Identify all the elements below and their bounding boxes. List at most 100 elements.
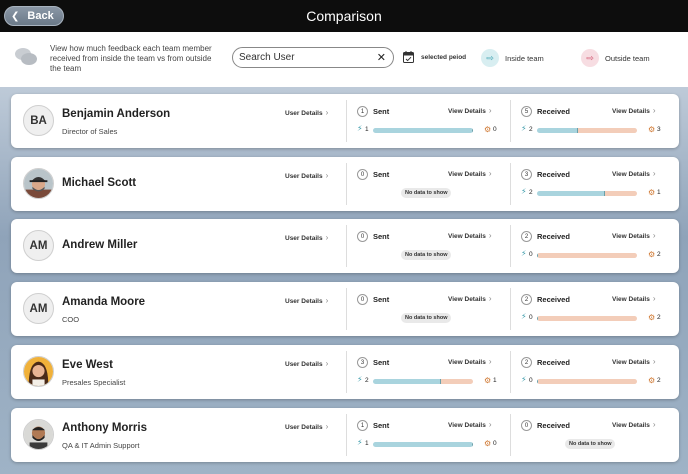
received-view-details-link[interactable]: View Details › [612, 294, 656, 303]
gear-icon: ⚙ [484, 376, 492, 385]
sent-view-details-link[interactable]: View Details › [448, 357, 492, 366]
sent-view-details-link[interactable]: View Details › [448, 294, 492, 303]
chevron-right-icon: › [652, 294, 656, 303]
gear-icon: ⚙ [484, 125, 492, 134]
outside-fill [578, 128, 637, 133]
sent-view-details-link[interactable]: View Details › [448, 169, 492, 178]
bar-marker [472, 442, 473, 447]
user-details-link[interactable]: User Details › [285, 108, 328, 117]
outside-team-label[interactable]: Outside team [605, 54, 650, 63]
user-details-link[interactable]: User Details › [285, 171, 328, 180]
avatar: BA [23, 105, 54, 136]
avatar [23, 419, 54, 450]
back-label: Back [27, 10, 54, 22]
sent-view-details-link[interactable]: View Details › [448, 420, 492, 429]
chevron-right-icon: › [325, 108, 329, 117]
inside-fill [373, 379, 440, 384]
top-bar: ❮ Back Comparison [0, 0, 688, 32]
user-details-link[interactable]: User Details › [285, 359, 328, 368]
sent-inside-count: 1 [365, 440, 369, 447]
avatar [23, 168, 54, 199]
person-card: Michael Scott User Details › 0 Sent View Deta… [11, 157, 679, 211]
feedback-description: View how much feedback each team member … [50, 44, 212, 73]
person-role: QA & IT Admin Support [62, 441, 140, 450]
clear-search-icon[interactable]: ✕ [376, 52, 386, 64]
chevron-right-icon: › [652, 106, 656, 115]
outside-fill [538, 253, 637, 258]
person-name: Eve West [62, 359, 113, 371]
sent-count-badge: 3 [357, 357, 368, 368]
sent-inside-outside-bar [373, 379, 473, 384]
period-label[interactable]: selected peiod [421, 54, 467, 61]
divider [510, 414, 511, 456]
outside-team-icon[interactable]: ⇨ [581, 49, 599, 67]
inside-team-label[interactable]: Inside team [505, 54, 544, 63]
user-details-link[interactable]: User Details › [285, 422, 328, 431]
chevron-right-icon: › [652, 357, 656, 366]
person-card: AM Amanda Moore COO User Details › 0 Sent View … [11, 282, 679, 336]
user-details-link[interactable]: User Details › [285, 296, 328, 305]
divider [510, 225, 511, 267]
received-no-data-badge: No data to show [565, 439, 616, 449]
user-details-label: User Details [285, 298, 323, 305]
calendar-icon[interactable] [403, 51, 414, 63]
avatar: AM [23, 293, 54, 324]
outside-fill [441, 379, 473, 384]
gear-icon: ⚙ [648, 250, 656, 259]
divider [346, 100, 347, 142]
chevron-left-icon: ❮ [11, 10, 20, 22]
view-details-label: View Details [612, 108, 650, 115]
outside-fill [538, 379, 637, 384]
user-details-link[interactable]: User Details › [285, 233, 328, 242]
received-inside-outside-bar [537, 128, 637, 133]
sent-label: Sent [373, 170, 390, 179]
sent-view-details-link[interactable]: View Details › [448, 231, 492, 240]
inside-team-icon[interactable]: ⇨ [481, 49, 499, 67]
view-details-label: View Details [448, 296, 486, 303]
lightning-icon: ⚡ [357, 438, 363, 447]
gear-icon: ⚙ [484, 439, 492, 448]
lightning-icon: ⚡ [521, 187, 527, 196]
received-view-details-link[interactable]: View Details › [612, 106, 656, 115]
chevron-right-icon: › [652, 169, 656, 178]
view-details-label: View Details [612, 296, 650, 303]
sent-no-data-badge: No data to show [401, 188, 452, 198]
received-outside-count: 1 [657, 189, 661, 196]
received-view-details-link[interactable]: View Details › [612, 231, 656, 240]
person-role: Director of Sales [62, 127, 118, 136]
chevron-right-icon: › [488, 420, 492, 429]
inside-fill [373, 128, 473, 133]
received-view-details-link[interactable]: View Details › [612, 169, 656, 178]
chevron-right-icon: › [325, 171, 329, 180]
chevron-right-icon: › [325, 296, 329, 305]
divider [346, 163, 347, 205]
received-label: Received [537, 232, 570, 241]
person-card: Anthony Morris QA & IT Admin Support User … [11, 408, 679, 462]
chevron-right-icon: › [488, 231, 492, 240]
person-name: Amanda Moore [62, 296, 146, 308]
outside-fill [605, 191, 637, 196]
divider [346, 351, 347, 393]
sent-label: Sent [373, 232, 390, 241]
sent-count-badge: 1 [357, 106, 368, 117]
sent-count-badge: 0 [357, 294, 368, 305]
chat-bubbles-icon [15, 48, 37, 65]
sent-view-details-link[interactable]: View Details › [448, 106, 492, 115]
person-name: Anthony Morris [62, 422, 147, 434]
view-details-label: View Details [448, 108, 486, 115]
received-count-badge: 3 [521, 169, 532, 180]
sent-no-data-badge: No data to show [401, 313, 452, 323]
bar-marker [537, 316, 538, 321]
search-input[interactable] [239, 52, 369, 63]
person-name: Andrew Miller [62, 239, 138, 251]
received-view-details-link[interactable]: View Details › [612, 420, 656, 429]
received-view-details-link[interactable]: View Details › [612, 357, 656, 366]
lightning-icon: ⚡ [357, 124, 363, 133]
received-inside-count: 0 [529, 377, 533, 384]
back-button[interactable]: ❮ Back [4, 6, 64, 26]
received-label: Received [537, 295, 570, 304]
lightning-icon: ⚡ [521, 249, 527, 258]
chevron-right-icon: › [325, 422, 329, 431]
page-title: Comparison [306, 8, 382, 24]
received-outside-count: 2 [657, 377, 661, 384]
